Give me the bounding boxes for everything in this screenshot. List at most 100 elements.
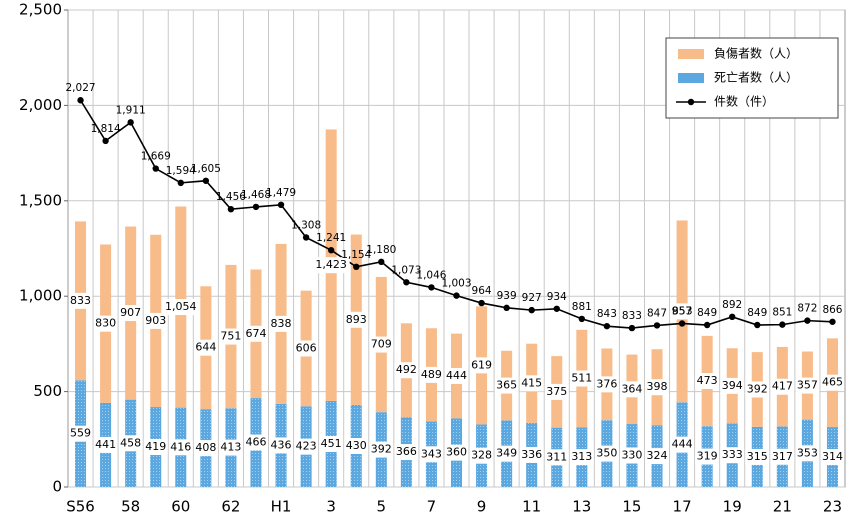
line-label: 881 <box>572 301 592 313</box>
label-bg <box>544 383 569 400</box>
label-bg <box>519 446 544 463</box>
data-label: 830 <box>95 317 116 330</box>
label-bg <box>193 440 218 457</box>
label-bg <box>244 325 268 342</box>
data-label: 392 <box>371 443 392 456</box>
label-bg <box>162 299 200 316</box>
data-label: 330 <box>621 449 642 462</box>
label-bg <box>745 381 770 398</box>
label-bg <box>344 311 369 328</box>
line-label: 892 <box>722 299 742 311</box>
line-label: 843 <box>597 308 617 320</box>
line-label: 1,479 <box>266 187 296 199</box>
x-tick-label: H1 <box>271 498 292 516</box>
label-bg <box>143 312 168 329</box>
data-label: 1,423 <box>315 258 347 271</box>
line-point <box>804 317 811 324</box>
data-label: 492 <box>396 363 417 376</box>
data-label: 317 <box>772 450 793 463</box>
line-point <box>152 165 159 172</box>
y-tick-label: 2,500 <box>19 1 62 19</box>
line-point <box>729 313 736 321</box>
y-tick-label: 2,000 <box>19 96 62 114</box>
label-bg <box>519 375 544 392</box>
data-label: 413 <box>220 441 241 454</box>
line-label: 1,073 <box>391 264 421 276</box>
line-point <box>277 201 285 209</box>
data-label: 838 <box>271 317 292 330</box>
line-point <box>227 205 235 213</box>
label-bg <box>244 434 268 451</box>
line-label: 1,911 <box>116 104 146 116</box>
label-bg <box>720 447 745 464</box>
label-bg <box>820 449 845 466</box>
line-point <box>102 137 109 145</box>
label-bg <box>444 367 469 384</box>
label-bg <box>68 425 93 442</box>
label-bg <box>444 444 469 461</box>
label-bg <box>269 437 293 454</box>
line-label: 1,456 <box>216 191 246 203</box>
line-label: 872 <box>797 303 817 315</box>
label-bg <box>795 377 820 394</box>
line-label: 1,594 <box>166 165 196 177</box>
line-label: 1,180 <box>366 244 396 256</box>
x-tick-label: 5 <box>377 498 387 516</box>
line-label: 833 <box>622 310 642 322</box>
data-label: 444 <box>446 369 467 382</box>
label-bg <box>670 436 694 453</box>
data-label: 417 <box>772 380 793 393</box>
x-tick-label: 3 <box>326 498 336 516</box>
data-label: 416 <box>170 440 191 453</box>
label-bg <box>594 445 619 462</box>
data-label: 357 <box>797 379 818 392</box>
line-point <box>353 263 360 271</box>
data-label: 343 <box>421 447 442 460</box>
x-tick-label: 9 <box>477 498 487 516</box>
label-bg <box>494 445 519 462</box>
label-bg <box>319 435 344 452</box>
label-bg <box>118 305 143 322</box>
data-label: 408 <box>195 441 216 454</box>
label-bg <box>269 315 293 332</box>
legend-swatch <box>678 73 704 83</box>
data-label: 833 <box>70 294 91 307</box>
x-tick-label: 60 <box>171 498 190 516</box>
data-label: 319 <box>697 450 718 463</box>
data-label: 893 <box>346 313 367 326</box>
data-label: 559 <box>70 427 91 440</box>
x-tick-label: 23 <box>823 498 842 516</box>
label-bg <box>118 435 143 452</box>
line-point <box>578 315 586 323</box>
label-bg <box>494 377 519 394</box>
y-tick-label: 500 <box>33 382 62 400</box>
data-label: 644 <box>195 341 216 354</box>
data-label: 466 <box>245 436 266 449</box>
data-label: 328 <box>471 449 492 462</box>
line-point <box>553 305 560 312</box>
data-label: 336 <box>521 448 542 461</box>
data-label: 903 <box>145 314 166 327</box>
line-point <box>478 299 485 307</box>
y-tick-label: 1,000 <box>19 287 62 305</box>
line-point <box>754 321 761 329</box>
data-label: 709 <box>371 338 392 351</box>
label-bg <box>168 439 193 456</box>
data-label: 394 <box>722 379 743 392</box>
data-label: 465 <box>822 376 843 389</box>
line-label: 939 <box>497 290 517 302</box>
legend-label: 死亡者数（人） <box>714 70 798 85</box>
data-label: 353 <box>797 446 818 459</box>
y-tick-label: 0 <box>52 478 62 496</box>
label-bg <box>820 374 845 391</box>
line-point <box>327 247 335 254</box>
data-label: 423 <box>296 440 317 453</box>
data-label: 473 <box>697 374 718 387</box>
label-bg <box>770 378 795 395</box>
label-bg <box>695 448 720 465</box>
data-label: 619 <box>471 358 492 371</box>
label-bg <box>594 376 619 393</box>
label-bg <box>219 328 243 345</box>
data-label: 444 <box>672 438 693 451</box>
label-bg <box>419 366 444 383</box>
